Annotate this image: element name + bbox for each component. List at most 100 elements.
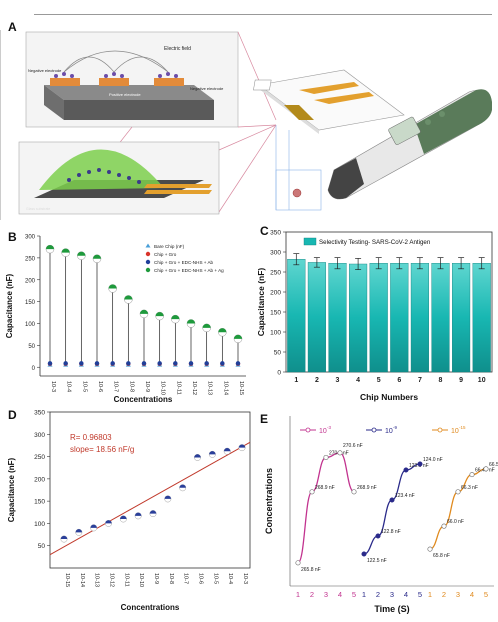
data-point-s2 <box>235 361 241 366</box>
data-point <box>455 489 461 495</box>
y-tick-label: 200 <box>34 476 45 483</box>
data-label: 66.5 nF <box>489 462 498 468</box>
y-tick-label: 150 <box>25 300 36 306</box>
electrode-pad-left <box>50 78 80 86</box>
data-label: 270.6 nF <box>343 443 363 449</box>
data-point-antigen-half <box>93 254 101 259</box>
x-tick-label: 10-11 <box>175 381 181 395</box>
data-point-s2 <box>141 361 147 366</box>
x-tick-label: 10-8 <box>168 573 174 584</box>
data-point-s2 <box>173 361 178 366</box>
data-point <box>323 454 329 460</box>
series-line <box>297 452 355 564</box>
data-point-s2 <box>47 361 53 366</box>
x-tick-label: 10-4 <box>66 381 72 392</box>
y-tick-label: 150 <box>34 499 45 506</box>
x-tick-label: 5 <box>418 590 422 599</box>
chart-b-scatter: 0 50 100 150 200 250 300 10-3 10-4 10-5 10-6 10-7 10… <box>5 235 246 404</box>
data-point-antigen-half <box>218 328 227 333</box>
legend-label: Chip + Gro + EDC-NHS + Ab <box>154 260 214 265</box>
data-label: 122.8 nF <box>381 529 401 535</box>
x-tick-label: 10-3 <box>242 573 248 584</box>
legend-label: 10 <box>385 428 393 435</box>
data-point-antigen-half <box>202 323 211 328</box>
legend-label: Selectivity Testing- SARS-CoV-2 Antigen <box>319 239 431 246</box>
data-point-half <box>90 524 97 528</box>
data-point-antigen-half <box>61 248 70 253</box>
data-point <box>361 551 367 557</box>
x-tick-label: 10-15 <box>64 573 70 587</box>
x-tick-label: 10-5 <box>212 573 218 584</box>
data-point-antigen-half <box>187 319 195 324</box>
y-axis-title: Concentrations <box>264 468 274 534</box>
plot-frame <box>49 411 251 569</box>
x-tick-label: 3 <box>324 590 328 599</box>
chip-traces <box>144 184 212 194</box>
data-point-half <box>149 510 157 514</box>
data-point-s2 <box>188 361 194 366</box>
y-tick-label: 50 <box>28 344 35 350</box>
data-label: 66.0 nF <box>447 519 464 525</box>
data-point <box>403 467 409 473</box>
y-tick-label: 250 <box>25 256 36 262</box>
series-line <box>429 468 487 550</box>
substrate-block-front <box>64 100 214 120</box>
x-tick-label: 10-7 <box>113 381 119 392</box>
legend-marker <box>145 259 151 265</box>
label-negative-electrode-right: Negative electrode <box>190 86 224 91</box>
x-tick-label: 10-4 <box>227 573 233 584</box>
top-rule <box>34 14 492 15</box>
y-tick-label: 250 <box>34 454 45 461</box>
x-axis-title: Chip Numbers <box>360 392 418 402</box>
y-tick-label: 100 <box>25 322 36 328</box>
y-tick-label: 300 <box>25 235 36 241</box>
electrode-pad-middle <box>99 78 129 86</box>
x-tick-label: 3 <box>456 590 460 599</box>
bar <box>369 263 388 373</box>
y-tick-label: 0 <box>32 366 36 372</box>
label-substrate: Glass substrate <box>26 207 50 211</box>
data-point-antigen-half <box>140 309 148 314</box>
data-point <box>441 523 447 529</box>
data-point-antigen-half <box>46 245 54 250</box>
y-tick-label: 100 <box>34 521 45 528</box>
connector-lines <box>113 31 277 213</box>
x-tick-label: 10-14 <box>79 573 85 587</box>
data-point <box>375 533 381 539</box>
data-point-antigen-half <box>77 251 86 256</box>
data-label: 123.4 nF <box>395 493 415 499</box>
y-axis-title: Capacitance (nF) <box>5 273 14 338</box>
x-tick-label: 3 <box>390 590 394 599</box>
x-tick-label: 10-6 <box>97 381 103 392</box>
data-point-antigen-half <box>155 312 164 317</box>
x-tick-label: 1 <box>294 377 298 384</box>
data-label: 122.5 nF <box>367 558 387 564</box>
data-label: 124.0 nF <box>423 457 443 463</box>
left-rule <box>0 30 1 220</box>
bar <box>452 263 471 373</box>
x-tick-label: 10-12 <box>191 381 197 395</box>
series-line <box>363 463 421 555</box>
legend-marker <box>145 267 151 273</box>
y-tick-label: 200 <box>270 290 281 297</box>
data-point <box>469 472 475 478</box>
annotation-r: R= 0.96803 <box>70 433 112 442</box>
bar <box>472 263 491 373</box>
x-tick-label: 10-10 <box>160 381 166 395</box>
y-tick-label: 100 <box>270 330 281 337</box>
dome-molecules <box>67 168 141 184</box>
bar <box>287 259 306 373</box>
bar <box>390 263 409 373</box>
chart-c-bar: 0 50 100 150 200 250 300 350 1 2 3 4 5 6 7 8 9 10 Selectiv… <box>256 230 493 402</box>
x-axis-title: Concentrations <box>121 603 180 612</box>
x-tick-label: 1 <box>428 590 432 599</box>
x-tick-label: 8 <box>439 377 443 384</box>
bar <box>349 263 368 373</box>
data-point-half <box>194 454 201 458</box>
label-negative-electrode-left: Negative electrode <box>28 68 62 73</box>
plot-frame <box>285 231 493 373</box>
y-tick-label: 200 <box>25 278 36 284</box>
y-axis-title: Capacitance (nF) <box>7 457 16 522</box>
handheld-reader-device <box>327 89 492 200</box>
